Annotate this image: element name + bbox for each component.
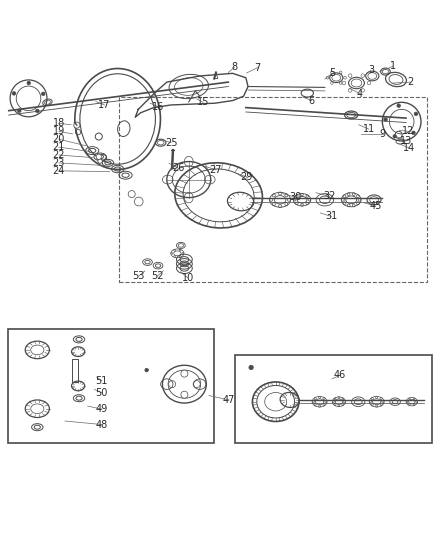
Text: 4: 4 bbox=[356, 88, 362, 99]
Text: 18: 18 bbox=[53, 118, 65, 128]
Text: 6: 6 bbox=[308, 95, 314, 106]
Text: 29: 29 bbox=[240, 172, 252, 182]
Text: 13: 13 bbox=[399, 135, 411, 146]
Circle shape bbox=[35, 109, 39, 112]
Text: 10: 10 bbox=[181, 273, 194, 283]
Circle shape bbox=[392, 134, 396, 138]
Text: 48: 48 bbox=[95, 419, 108, 430]
Text: 52: 52 bbox=[151, 271, 163, 281]
Text: 14: 14 bbox=[402, 143, 414, 153]
Text: 47: 47 bbox=[223, 395, 235, 405]
Text: 16: 16 bbox=[152, 102, 164, 112]
Circle shape bbox=[98, 159, 102, 163]
Text: 8: 8 bbox=[231, 62, 237, 72]
Text: 26: 26 bbox=[172, 163, 184, 173]
Text: 25: 25 bbox=[165, 138, 177, 148]
Text: 30: 30 bbox=[288, 192, 300, 202]
Text: 9: 9 bbox=[379, 130, 385, 139]
Bar bbox=[118, 98, 426, 282]
Circle shape bbox=[180, 391, 187, 398]
Text: 20: 20 bbox=[53, 134, 65, 144]
Circle shape bbox=[248, 365, 253, 370]
Text: 5: 5 bbox=[328, 68, 334, 78]
Text: 2: 2 bbox=[406, 77, 413, 87]
Circle shape bbox=[193, 381, 200, 387]
Text: 7: 7 bbox=[254, 63, 260, 72]
Circle shape bbox=[74, 122, 80, 128]
Text: 32: 32 bbox=[322, 191, 335, 201]
Circle shape bbox=[12, 92, 16, 95]
Text: 51: 51 bbox=[95, 376, 108, 386]
Text: 45: 45 bbox=[368, 201, 381, 211]
Bar bbox=[72, 359, 78, 382]
Circle shape bbox=[41, 92, 45, 95]
Circle shape bbox=[95, 133, 102, 140]
Circle shape bbox=[383, 118, 386, 122]
Text: 21: 21 bbox=[53, 142, 65, 152]
Circle shape bbox=[180, 370, 187, 377]
Text: 22: 22 bbox=[53, 150, 65, 160]
Text: 19: 19 bbox=[53, 126, 65, 136]
Text: 3: 3 bbox=[367, 65, 373, 75]
Circle shape bbox=[411, 131, 414, 134]
Bar bbox=[8, 329, 214, 443]
Text: 15: 15 bbox=[196, 98, 208, 107]
Text: 49: 49 bbox=[95, 404, 108, 414]
Text: 11: 11 bbox=[362, 124, 374, 134]
Text: 17: 17 bbox=[98, 100, 110, 110]
Text: 23: 23 bbox=[53, 158, 65, 168]
Text: 53: 53 bbox=[132, 271, 145, 281]
Text: 46: 46 bbox=[333, 370, 345, 381]
Text: 31: 31 bbox=[324, 212, 336, 221]
Bar bbox=[235, 355, 431, 443]
Text: 24: 24 bbox=[53, 166, 65, 176]
Circle shape bbox=[96, 154, 101, 159]
Circle shape bbox=[18, 109, 21, 112]
Circle shape bbox=[27, 81, 30, 85]
Text: 27: 27 bbox=[209, 165, 222, 175]
Circle shape bbox=[413, 112, 417, 116]
Circle shape bbox=[168, 381, 175, 387]
Circle shape bbox=[396, 104, 399, 108]
Circle shape bbox=[145, 368, 148, 372]
Text: 1: 1 bbox=[389, 61, 395, 71]
Text: 12: 12 bbox=[401, 126, 413, 136]
Text: 50: 50 bbox=[95, 388, 108, 398]
